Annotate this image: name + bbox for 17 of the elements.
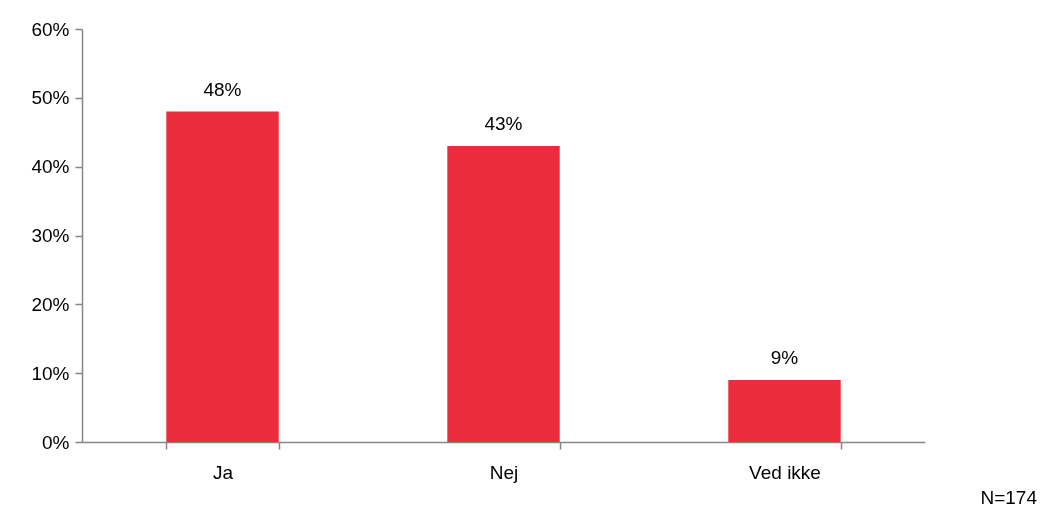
bar [166,111,279,442]
y-tick-label: 0% [42,431,70,453]
y-tick-label: 60% [31,18,70,40]
bar [728,380,841,442]
y-tick-label: 10% [31,362,70,384]
text: N=174 [980,487,1038,508]
bar [447,146,560,442]
x-tick-label: Ved ikke [749,461,821,483]
y-tick-label: 20% [31,293,70,315]
data-label: 9% [770,347,799,369]
data-label: 43% [484,113,523,135]
y-tick-label: 30% [31,225,70,246]
x-tick-label: Nej [489,461,519,483]
data-label: 48% [203,78,242,100]
y-tick-label: 40% [31,156,70,178]
y-tick-label: 50% [31,87,70,109]
x-tick-label: Ja [212,461,234,483]
